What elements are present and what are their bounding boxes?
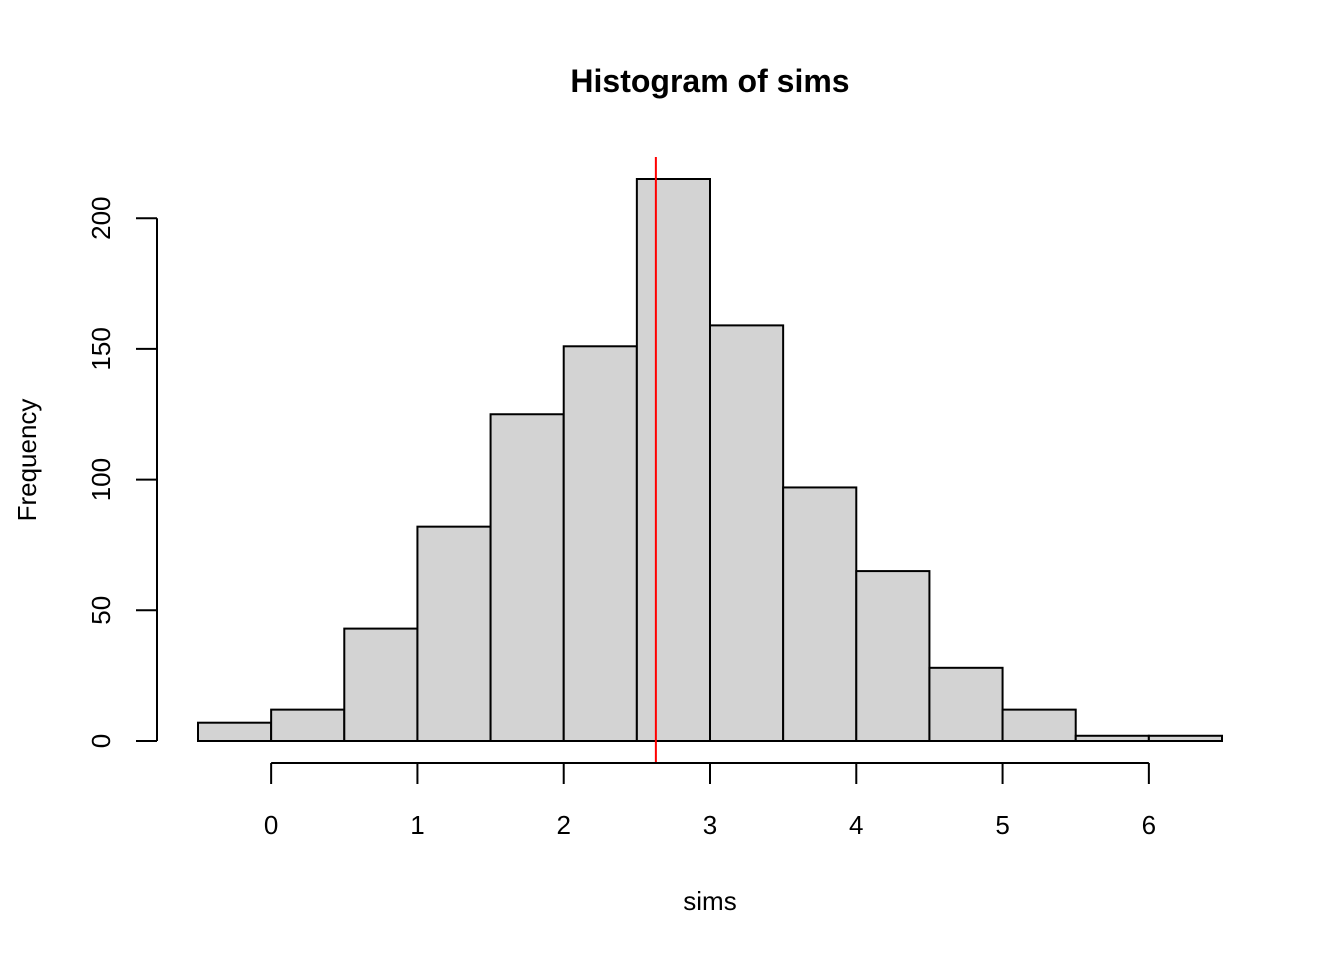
x-tick-label: 1 <box>410 810 424 840</box>
histogram-bar <box>855 570 931 742</box>
histogram-bar <box>562 345 638 742</box>
y-axis: 0 50 100 150 200 <box>86 197 158 748</box>
histogram-bar <box>416 525 492 743</box>
y-tick-label: 150 <box>86 327 116 370</box>
y-tick-label: 200 <box>86 197 116 240</box>
histogram-bar <box>928 666 1004 743</box>
y-tick-label: 100 <box>86 458 116 501</box>
histogram-bar <box>635 178 711 742</box>
x-tick-label: 2 <box>556 810 570 840</box>
chart-title: Histogram of sims <box>570 63 849 99</box>
x-tick-label: 5 <box>995 810 1009 840</box>
histogram-bar <box>782 486 858 742</box>
y-tick-label: 0 <box>86 734 116 748</box>
histogram-bar <box>489 413 565 742</box>
x-axis-title: sims <box>683 886 736 916</box>
histogram-bar <box>1074 734 1150 743</box>
x-tick-label: 0 <box>264 810 278 840</box>
x-tick-label: 4 <box>849 810 863 840</box>
y-tick-label: 50 <box>86 596 116 625</box>
x-tick-label: 3 <box>703 810 717 840</box>
histogram-bar <box>1147 734 1224 743</box>
histogram-bar <box>709 324 785 742</box>
histogram-bar <box>270 708 346 743</box>
histogram-bar <box>343 627 419 742</box>
x-axis: 0 1 2 3 4 5 6 <box>264 762 1156 840</box>
histogram-bar <box>197 721 273 743</box>
y-axis-title: Frequency <box>12 399 42 522</box>
x-tick-label: 6 <box>1142 810 1156 840</box>
histogram-bar <box>1001 708 1077 743</box>
bars-group <box>197 178 1224 743</box>
